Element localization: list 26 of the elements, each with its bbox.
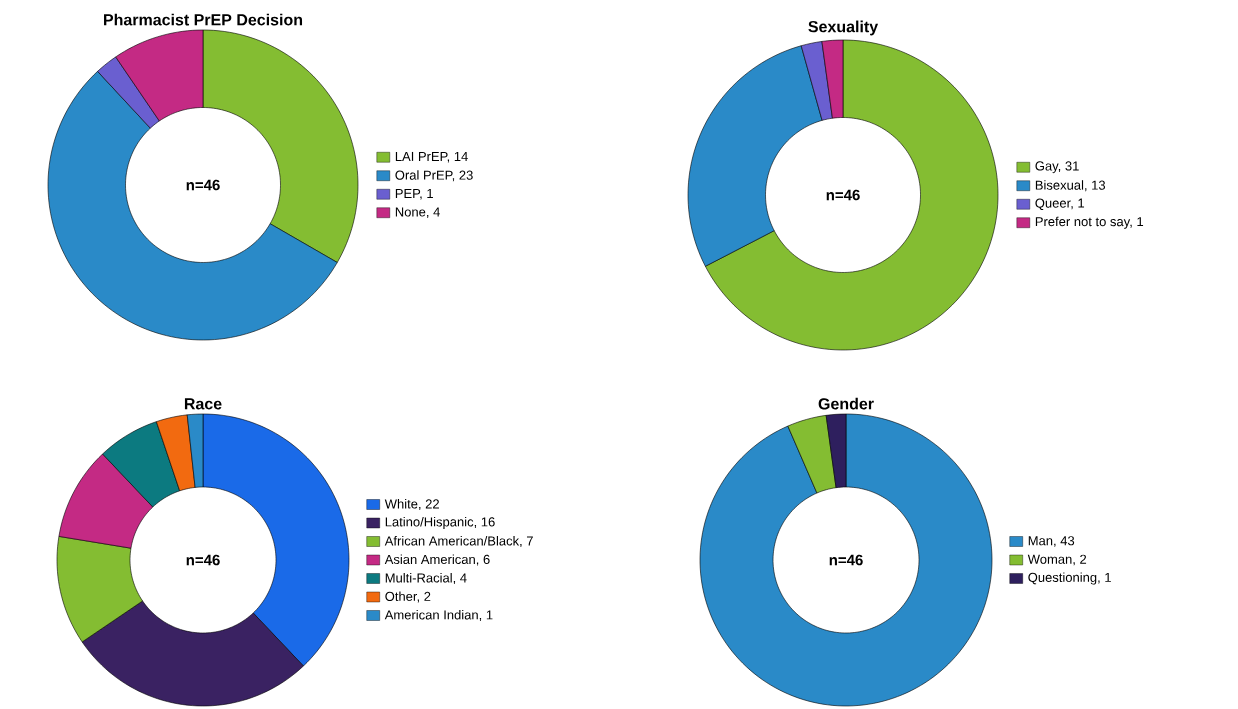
text: n=46 <box>186 179 220 191</box>
legend-label: Prefer not to say, 1 <box>1035 216 1144 229</box>
chart-title: Race <box>184 398 222 410</box>
legend-label: Other, 2 <box>385 591 431 603</box>
legend-label: PEP, 1 <box>395 188 433 200</box>
legend-label: Man, 43 <box>1028 536 1075 547</box>
legend-label: African American/Black, 7 <box>384 535 533 548</box>
legend-label: Multi-Racial, 4 <box>385 572 467 585</box>
legend-label: American Indian, 1 <box>384 609 493 622</box>
legend-label: Oral PrEP, 23 <box>395 170 473 182</box>
chart-title: Gender <box>818 397 874 410</box>
legend-label: White, 22 <box>384 498 439 511</box>
legend-label: Questioning, 1 <box>1028 572 1111 585</box>
legend-label: None, 4 <box>395 207 440 219</box>
legend-label: Queer, 1 <box>1035 198 1085 211</box>
legend-label: Woman, 2 <box>1027 554 1087 566</box>
text: n=46 <box>829 554 863 566</box>
legend-label: Gay, 31 <box>1035 161 1079 174</box>
text: n=46 <box>186 554 220 566</box>
legend-label: LAI PrEP, 14 <box>395 151 468 163</box>
chart-title: Pharmacist PrEP Decision <box>104 13 303 26</box>
text: n=46 <box>826 189 860 201</box>
legend-label: Bisexual, 13 <box>1035 180 1106 192</box>
legend-label: Latino/Hispanic, 16 <box>385 516 495 530</box>
chart-title: Sexuality <box>808 20 879 36</box>
legend-label: Asian American, 6 <box>384 554 490 566</box>
